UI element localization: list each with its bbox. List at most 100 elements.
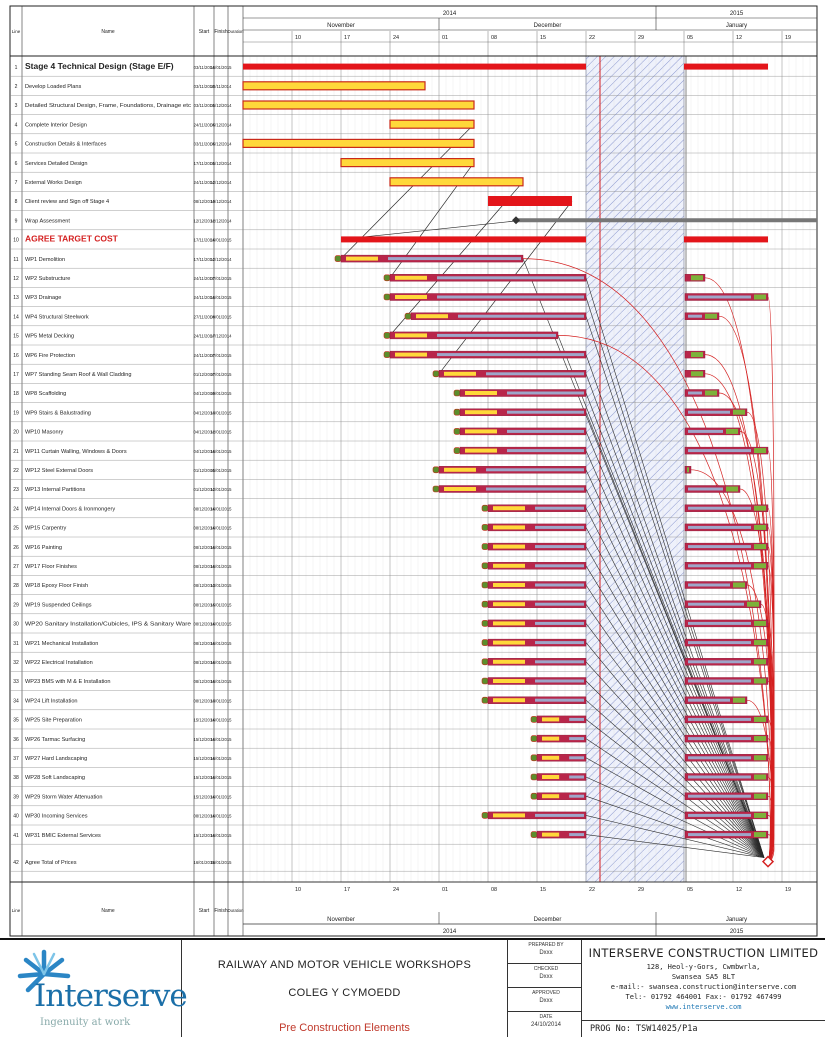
- wp-start-marker: [481, 581, 489, 589]
- task-name: Stage 4 Technical Design (Stage E/F): [25, 61, 174, 71]
- task-start: 08/12/2014: [194, 199, 216, 204]
- task-finish: 16/01/2015: [211, 814, 233, 819]
- wp-end-segment: [754, 755, 766, 761]
- wp-float-segment: [688, 813, 751, 817]
- month-label: January: [726, 917, 747, 923]
- wp-float-segment: [535, 602, 584, 606]
- wp-start-marker: [453, 389, 461, 397]
- task-finish: 12/01/2015: [211, 487, 233, 492]
- task-finish: 05/12/2014: [211, 103, 233, 108]
- dependency-link: [340, 219, 524, 240]
- wp-end-segment: [754, 793, 766, 799]
- week-day-label: 15: [540, 887, 546, 893]
- week-day-label: 10: [295, 35, 301, 41]
- task-name: WP23 BMS with M & E Installation: [25, 679, 111, 685]
- wp-float-segment: [688, 564, 751, 568]
- wp-end-segment: [687, 467, 689, 473]
- wp-end-segment: [705, 390, 717, 396]
- year-label: 2015: [730, 929, 744, 935]
- wp-end-segment: [726, 428, 738, 434]
- interserve-logo-icon: [17, 949, 71, 993]
- row-id: 34: [13, 698, 19, 704]
- task-name: WP20 Sanitary Installation/Cubicles, IPS…: [25, 622, 191, 628]
- task-finish: 16/01/2015: [211, 622, 233, 627]
- wp-progress-segment: [416, 314, 448, 319]
- row-id: 5: [15, 142, 18, 148]
- task-name: WP12 Steel External Doors: [25, 468, 93, 474]
- wp-start-marker: [481, 696, 489, 704]
- column-header-finish: Finish: [214, 29, 228, 35]
- wp-float-segment: [486, 468, 584, 472]
- wp-end-segment: [754, 736, 766, 742]
- wp-float-segment: [688, 717, 751, 721]
- dependency-link: [585, 757, 765, 858]
- task-finish: 16/01/2015: [211, 679, 233, 684]
- year-label: 2015: [730, 11, 744, 17]
- task-start: 03/11/2014: [194, 142, 215, 147]
- wp-float-segment: [688, 525, 751, 529]
- task-name: WP29 Storm Water Attenuation: [25, 794, 103, 800]
- week-day-label: 01: [442, 35, 448, 41]
- task-start: 03/11/2014: [194, 84, 215, 89]
- task-start: 15/12/2014: [194, 794, 216, 799]
- column-header-duration: Duration: [228, 29, 244, 34]
- task-name: Services Detailed Design: [25, 161, 88, 167]
- company-email: e-mail:- swansea.construction@interserve…: [610, 983, 797, 991]
- week-day-label: 12: [736, 887, 742, 893]
- wp-float-segment: [507, 449, 584, 453]
- row-id: 2: [15, 84, 18, 90]
- dependency-link: [585, 527, 765, 858]
- wp-start-marker: [530, 735, 538, 742]
- row-id: 22: [13, 468, 19, 474]
- project-panel: RAILWAY AND MOTOR VEHICLE WORKSHOPS COLE…: [182, 940, 508, 1037]
- dependency-link: [585, 795, 765, 858]
- approval-row: APPROVED Dxxx: [508, 988, 582, 1012]
- logo-wordmark: Interserve: [34, 978, 188, 1014]
- company-website[interactable]: www.interserve.com: [665, 1003, 742, 1011]
- wp-float-segment: [688, 391, 702, 395]
- wp-progress-segment: [493, 525, 525, 530]
- wp-float-segment: [535, 660, 584, 664]
- row-id: 30: [13, 622, 19, 628]
- company-address-1: 128, Heol-y-Gors, Cwmbwrla,: [646, 963, 761, 971]
- task-finish: 19/12/2014: [211, 199, 233, 204]
- row-id: 39: [13, 794, 19, 800]
- row-id: 19: [13, 410, 19, 416]
- wp-float-segment: [535, 813, 584, 817]
- wp-bar: [536, 754, 587, 762]
- wp-progress-segment: [493, 640, 525, 645]
- wp-progress-segment: [542, 775, 560, 779]
- wp-end-segment: [754, 563, 766, 569]
- week-day-label: 01: [442, 887, 448, 893]
- wp-float-segment: [688, 506, 751, 510]
- task-finish: 05/12/2014: [211, 142, 233, 147]
- wp-progress-segment: [395, 333, 427, 338]
- task-start: 24/11/2014: [194, 353, 215, 358]
- wp-float-segment: [535, 641, 584, 645]
- row-id: 24: [13, 506, 19, 512]
- month-label: December: [534, 23, 562, 29]
- wp-float-segment: [388, 257, 521, 261]
- wp-end-segment: [754, 524, 766, 530]
- task-finish: 16/01/2015: [211, 449, 233, 454]
- task-finish: 07/01/2015: [211, 276, 233, 281]
- wp-start-marker: [453, 428, 461, 435]
- wp-end-segment: [754, 505, 766, 511]
- dependency-link: [585, 412, 765, 858]
- week-day-label: 05: [687, 887, 693, 893]
- dependency-link: [585, 642, 765, 858]
- task-start: 15/12/2014: [194, 775, 216, 780]
- wp-start-marker: [334, 255, 342, 262]
- wp-end-segment: [754, 640, 766, 646]
- wp-float-segment: [569, 737, 584, 741]
- task-start: 12/12/2014: [194, 218, 216, 223]
- wp-float-segment: [688, 295, 751, 299]
- wp-progress-segment: [444, 487, 476, 491]
- design-task-bar: [242, 81, 426, 91]
- critical-link: [557, 335, 771, 862]
- task-name: WP22 Electrical Installation: [25, 660, 93, 666]
- wp-progress-segment: [395, 275, 427, 280]
- wp-end-segment: [754, 544, 766, 550]
- task-start: 08/12/2014: [194, 679, 216, 684]
- task-finish: 16/01/2015: [211, 860, 233, 865]
